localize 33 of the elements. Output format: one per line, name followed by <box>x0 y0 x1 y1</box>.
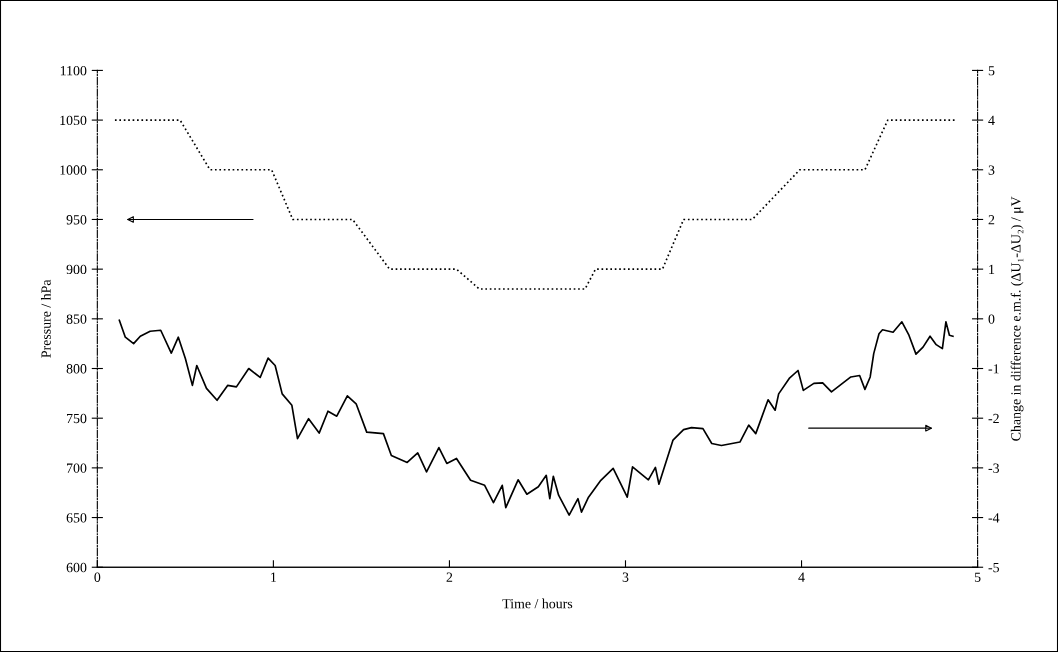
x-tick-label: 4 <box>798 572 805 582</box>
line-series <box>114 119 958 290</box>
y-tick-label: 900 <box>66 264 87 275</box>
y2-tick-label: 0 <box>988 314 995 324</box>
y-tick-label: 1100 <box>60 66 87 76</box>
x-axis-title: Time / hours <box>502 598 573 609</box>
y-tick-label: 1050 <box>60 115 87 126</box>
x-tick-label: 0 <box>94 572 101 582</box>
y-tick-label: 700 <box>67 463 87 473</box>
y2-tick-label: 2 <box>988 215 995 225</box>
y-tick-label: 650 <box>66 513 87 523</box>
y2-tick-label: 4 <box>988 115 995 125</box>
y2-tick-label: 1 <box>989 264 995 274</box>
x-tick-label: 3 <box>622 572 629 582</box>
y2-tick-label: -2 <box>988 413 999 424</box>
y-tick-label: 750 <box>67 413 87 424</box>
y-tick-label: 800 <box>66 364 87 374</box>
y-tick-label: 950 <box>66 215 87 225</box>
y-tick-label: 850 <box>66 314 87 324</box>
y2-tick-label: -4 <box>988 513 1000 523</box>
x-tick-label: 5 <box>974 572 981 582</box>
y-axis-title: Pressure / hPa <box>40 279 51 358</box>
x-tick-label: 2 <box>446 572 453 582</box>
line-series <box>118 319 954 516</box>
y2-tick-label: 3 <box>988 165 995 175</box>
y2-tick-label: 5 <box>988 66 995 76</box>
y-tick-label: 600 <box>66 562 87 573</box>
y2-axis-title: Change in difference e.m.f. (ΔU₁-ΔU₂) / μV <box>1010 196 1024 441</box>
y2-tick-label: -1 <box>988 364 999 374</box>
y-tick-label: 1000 <box>60 165 87 175</box>
y2-tick-label: -3 <box>988 463 1000 473</box>
y2-tick-label: -5 <box>988 562 1000 573</box>
x-tick-label: 1 <box>271 572 277 582</box>
